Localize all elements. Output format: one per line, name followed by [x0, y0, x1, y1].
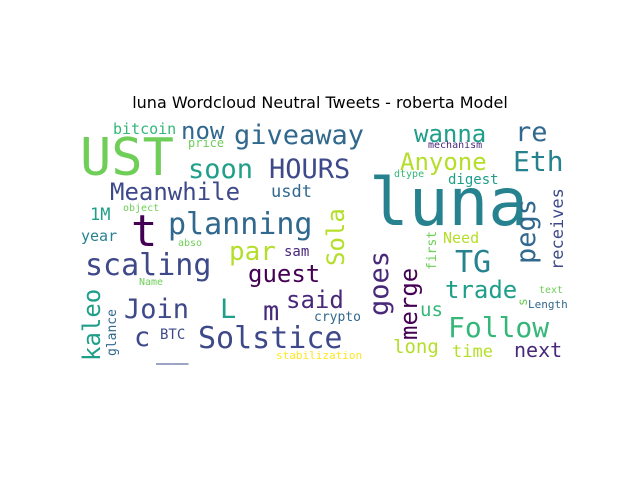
word-cloud: now giveaway wanna re bitcoin price mech… [80, 118, 576, 368]
word: __ [156, 334, 189, 365]
word: 1M [90, 205, 111, 225]
word: said [286, 286, 344, 314]
word: UST [80, 128, 174, 188]
word: soon [188, 154, 254, 185]
word: L [220, 294, 237, 325]
word: TG [455, 245, 492, 280]
word: Meanwhile [110, 178, 241, 206]
chart-title: luna Wordcloud Neutral Tweets - roberta … [132, 93, 508, 112]
word: Solstice [198, 321, 343, 356]
word: usdt [271, 182, 312, 202]
word: merge [395, 267, 423, 340]
word: mechanism [428, 140, 483, 151]
word: giveaway [234, 120, 365, 151]
word: bitcoin [113, 120, 177, 138]
word: Name [139, 277, 164, 288]
word: planning [168, 207, 313, 242]
word: kaleo [80, 288, 106, 361]
word: text [539, 285, 564, 296]
word: glance [105, 309, 120, 356]
word: Eth [513, 145, 564, 178]
word: BTC [160, 327, 186, 343]
word: Sola [322, 208, 350, 266]
word: year [81, 227, 118, 245]
word: Need [443, 229, 480, 247]
word: Follow [448, 311, 550, 344]
word: luna [369, 164, 528, 241]
word: digest [448, 172, 499, 188]
word: re [515, 118, 548, 148]
word: c [134, 322, 151, 353]
word: crypto [314, 310, 361, 325]
word: par [229, 237, 276, 267]
word: price [188, 136, 225, 150]
word: m [263, 296, 280, 327]
word: object [123, 203, 160, 214]
word: HOURS [269, 154, 351, 185]
word: receives [548, 188, 568, 270]
word: goes [364, 250, 395, 316]
word: Anyone [400, 148, 487, 176]
word: wanna [414, 120, 487, 148]
word: scaling [85, 248, 212, 283]
word: Length [528, 298, 568, 311]
word: first [425, 230, 440, 270]
word: trade [445, 276, 518, 304]
word: long [393, 336, 439, 358]
word: pegs [511, 198, 542, 264]
word: dtype [394, 169, 425, 180]
word: time [452, 342, 493, 362]
word: Join [124, 294, 190, 325]
word: stabilization [276, 349, 363, 362]
word: abso [178, 238, 203, 249]
word: us [420, 299, 443, 321]
word: t [131, 206, 158, 257]
word: now [181, 118, 225, 145]
word: guest [248, 260, 321, 288]
word: next [514, 338, 563, 362]
word: sam [284, 244, 310, 260]
